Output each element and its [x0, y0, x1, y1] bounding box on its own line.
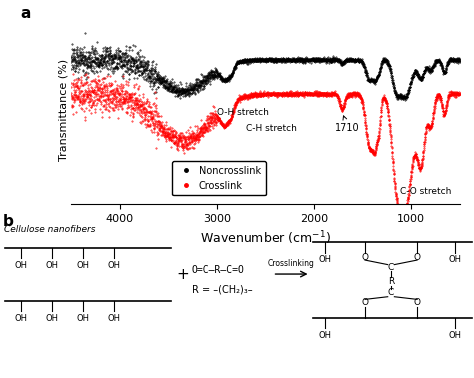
- Text: OH: OH: [46, 314, 59, 323]
- Text: OH: OH: [448, 255, 462, 264]
- Text: Cellulose nanofibers: Cellulose nanofibers: [4, 225, 95, 234]
- Text: R = –(CH₂)₃–: R = –(CH₂)₃–: [192, 284, 253, 294]
- Text: R: R: [388, 277, 394, 286]
- Text: OH: OH: [15, 314, 28, 323]
- Text: C-H stretch: C-H stretch: [246, 124, 297, 133]
- Text: 1710: 1710: [336, 116, 360, 133]
- Text: C-O stretch: C-O stretch: [400, 187, 451, 196]
- Text: C: C: [388, 263, 394, 272]
- Text: b: b: [2, 214, 13, 229]
- Text: O: O: [362, 298, 368, 307]
- Text: OH: OH: [318, 255, 331, 264]
- Legend: Noncrosslink, Crosslink: Noncrosslink, Crosslink: [172, 161, 266, 195]
- Text: OH: OH: [76, 261, 90, 270]
- Y-axis label: Transmittance (%): Transmittance (%): [58, 59, 68, 161]
- Text: +: +: [176, 266, 189, 282]
- Text: OH: OH: [76, 314, 90, 323]
- Text: C: C: [388, 288, 394, 297]
- Text: OH: OH: [318, 331, 331, 340]
- Text: a: a: [20, 6, 31, 21]
- Text: O: O: [414, 298, 420, 307]
- Text: Crosslinking: Crosslinking: [268, 259, 315, 268]
- Text: O: O: [362, 253, 368, 262]
- Text: OH: OH: [15, 261, 28, 270]
- Text: O: O: [414, 253, 420, 262]
- Text: O-H stretch: O-H stretch: [217, 108, 269, 118]
- X-axis label: Wavenumber (cm$^{-1}$): Wavenumber (cm$^{-1}$): [200, 229, 331, 247]
- Text: OH: OH: [107, 261, 120, 270]
- Text: OH: OH: [107, 314, 120, 323]
- Text: OH: OH: [448, 331, 462, 340]
- Text: O=C–R–C=O: O=C–R–C=O: [192, 265, 245, 275]
- Text: OH: OH: [46, 261, 59, 270]
